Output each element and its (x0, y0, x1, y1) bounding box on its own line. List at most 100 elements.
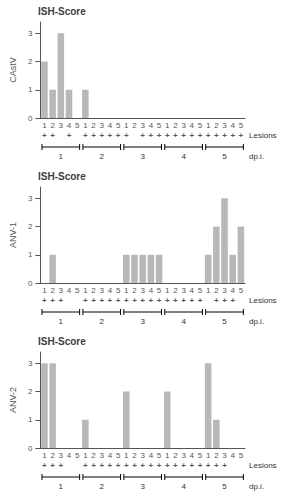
svg-text:2: 2 (132, 451, 137, 460)
svg-text:+: + (214, 461, 219, 470)
svg-text:+: + (206, 131, 211, 140)
svg-text:3: 3 (28, 194, 33, 203)
svg-text:+: + (132, 461, 137, 470)
svg-text:+: + (214, 296, 219, 305)
svg-text:+: + (124, 461, 129, 470)
svg-text:5: 5 (198, 451, 203, 460)
svg-text:5: 5 (75, 286, 80, 295)
svg-text:2: 2 (214, 286, 219, 295)
svg-text:+: + (50, 296, 55, 305)
svg-text:2: 2 (100, 152, 105, 161)
svg-text:+: + (140, 461, 145, 470)
svg-text:3: 3 (222, 286, 227, 295)
svg-text:4: 4 (67, 121, 72, 130)
svg-text:+: + (214, 131, 219, 140)
svg-text:+: + (173, 131, 178, 140)
svg-text:+: + (108, 296, 113, 305)
svg-text:3: 3 (140, 286, 145, 295)
svg-text:3: 3 (140, 152, 145, 161)
svg-text:+: + (99, 296, 104, 305)
svg-text:2: 2 (173, 286, 178, 295)
svg-text:3: 3 (181, 121, 186, 130)
svg-text:+: + (116, 461, 121, 470)
svg-text:3: 3 (140, 317, 145, 326)
svg-text:+: + (149, 131, 154, 140)
svg-text:5: 5 (157, 451, 162, 460)
svg-text:0: 0 (28, 114, 33, 123)
svg-text:+: + (124, 131, 129, 140)
svg-text:ANV-1: ANV-1 (8, 222, 18, 248)
svg-text:4: 4 (230, 451, 235, 460)
svg-text:4: 4 (149, 451, 154, 460)
svg-text:5: 5 (239, 451, 244, 460)
svg-text:+: + (50, 131, 55, 140)
svg-text:+: + (91, 131, 96, 140)
svg-text:+: + (189, 131, 194, 140)
svg-text:+: + (149, 296, 154, 305)
svg-text:1: 1 (28, 250, 33, 259)
svg-text:+: + (116, 296, 121, 305)
svg-text:4: 4 (190, 451, 195, 460)
svg-text:ISH-Score: ISH-Score (38, 171, 86, 182)
svg-text:2: 2 (91, 286, 96, 295)
svg-text:+: + (58, 296, 63, 305)
svg-text:0: 0 (28, 444, 33, 453)
svg-text:Lesions: Lesions (249, 296, 277, 305)
svg-text:1: 1 (124, 121, 129, 130)
svg-text:+: + (99, 131, 104, 140)
svg-text:4: 4 (181, 152, 186, 161)
svg-text:+: + (198, 296, 203, 305)
svg-text:1: 1 (59, 317, 64, 326)
svg-text:5: 5 (116, 286, 121, 295)
svg-text:3: 3 (181, 286, 186, 295)
svg-text:+: + (222, 131, 227, 140)
svg-text:+: + (83, 296, 88, 305)
svg-text:3: 3 (140, 482, 145, 491)
svg-text:5: 5 (239, 286, 244, 295)
svg-text:+: + (124, 296, 129, 305)
svg-text:4: 4 (230, 121, 235, 130)
svg-text:+: + (91, 296, 96, 305)
svg-text:dp.i.: dp.i. (249, 482, 264, 491)
svg-text:+: + (181, 131, 186, 140)
svg-text:5: 5 (239, 121, 244, 130)
svg-text:+: + (157, 296, 162, 305)
svg-text:1: 1 (124, 451, 129, 460)
svg-text:1: 1 (83, 121, 88, 130)
svg-text:5: 5 (75, 451, 80, 460)
svg-text:2: 2 (50, 451, 55, 460)
svg-text:2: 2 (28, 387, 33, 396)
svg-text:2: 2 (28, 222, 33, 231)
svg-text:3: 3 (181, 451, 186, 460)
svg-text:+: + (189, 296, 194, 305)
svg-text:1: 1 (165, 286, 170, 295)
svg-text:4: 4 (108, 451, 113, 460)
svg-text:+: + (230, 131, 235, 140)
svg-text:+: + (42, 461, 47, 470)
svg-text:+: + (222, 461, 227, 470)
svg-text:5: 5 (116, 451, 121, 460)
svg-text:2: 2 (173, 121, 178, 130)
svg-text:1: 1 (165, 121, 170, 130)
svg-text:Lesions: Lesions (249, 461, 277, 470)
svg-text:3: 3 (28, 29, 33, 38)
svg-text:Lesions: Lesions (249, 131, 277, 140)
svg-text:3: 3 (222, 121, 227, 130)
svg-text:+: + (181, 461, 186, 470)
svg-text:2: 2 (132, 286, 137, 295)
svg-text:3: 3 (59, 451, 64, 460)
svg-text:2: 2 (100, 482, 105, 491)
svg-text:2: 2 (214, 451, 219, 460)
svg-text:+: + (239, 131, 244, 140)
svg-text:+: + (149, 461, 154, 470)
svg-text:3: 3 (59, 286, 64, 295)
svg-text:3: 3 (100, 451, 105, 460)
svg-text:+: + (132, 296, 137, 305)
svg-text:2: 2 (173, 451, 178, 460)
svg-text:dp.i.: dp.i. (249, 317, 264, 326)
svg-text:1: 1 (28, 85, 33, 94)
svg-text:2: 2 (50, 286, 55, 295)
svg-text:5: 5 (222, 482, 227, 491)
svg-text:5: 5 (157, 121, 162, 130)
svg-text:+: + (99, 461, 104, 470)
